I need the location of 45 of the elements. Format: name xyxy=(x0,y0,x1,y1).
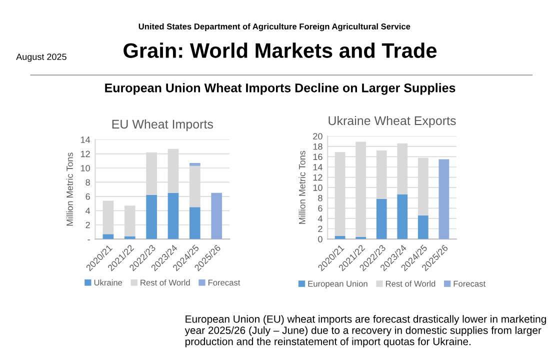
y-tick-label: 14 xyxy=(80,136,90,143)
legend-label: European Union xyxy=(308,280,368,288)
y-axis-title: Million Metric Tons xyxy=(298,150,306,224)
bar xyxy=(189,207,200,240)
y-tick-label: 4 xyxy=(86,208,90,214)
bar xyxy=(376,198,387,240)
y-tick-label: 10 xyxy=(80,164,90,172)
text: August 2025 xyxy=(16,54,66,62)
legend-label: Ukraine xyxy=(94,279,122,286)
bar xyxy=(102,234,114,240)
text: Grain: World Markets and Trade xyxy=(124,42,437,58)
bar xyxy=(334,236,346,240)
chart-title: EU Wheat Imports xyxy=(112,119,214,132)
y-tick-label: 2 xyxy=(86,222,90,228)
y-tick-label: 12 xyxy=(313,174,322,181)
y-tick-label: 18 xyxy=(313,143,322,150)
y-tick-label: 6 xyxy=(318,205,322,212)
legend-label: Forecast xyxy=(208,280,240,286)
text: European Union Wheat Imports Decline on Larger Supplies xyxy=(105,83,456,95)
y-axis-title: Million Metric Tons xyxy=(66,152,73,226)
bar xyxy=(146,195,157,240)
text: United States Department of Agriculture Foreign Agricultural Service xyxy=(138,23,410,32)
y-tick-label: 8 xyxy=(86,179,90,186)
bar xyxy=(211,192,222,240)
chart-title: Ukraine Wheat Exports xyxy=(328,116,456,128)
legend-label: Forecast xyxy=(454,280,486,287)
legend-label: Rest of World xyxy=(140,279,190,286)
y-tick-label: 14 xyxy=(313,164,322,170)
legend-label: Rest of World xyxy=(386,280,436,287)
bar xyxy=(397,194,408,240)
bar xyxy=(189,163,200,166)
y-tick-label: 16 xyxy=(313,154,322,160)
y-tick-label: 4 xyxy=(318,216,322,222)
bar xyxy=(168,192,179,240)
y-tick-label: 10 xyxy=(313,184,322,191)
y-tick-label: 6 xyxy=(86,193,90,200)
y-tick-label: 2 xyxy=(318,226,322,232)
y-tick-label: 12 xyxy=(80,150,90,158)
y-tick-label: 0 xyxy=(318,236,322,242)
bar xyxy=(418,215,428,240)
text: European Union (EU) wheat imports are forecast drastically lower in marketing year 2025/26 (July – June) due to a recovery in domestic supplies from larger production and the reinstatement of import quotas for Ukraine. xyxy=(184,315,546,348)
bar xyxy=(438,159,450,240)
y-tick-label: 20 xyxy=(313,133,322,140)
bar xyxy=(124,236,136,240)
y-tick-label: 8 xyxy=(318,194,322,202)
